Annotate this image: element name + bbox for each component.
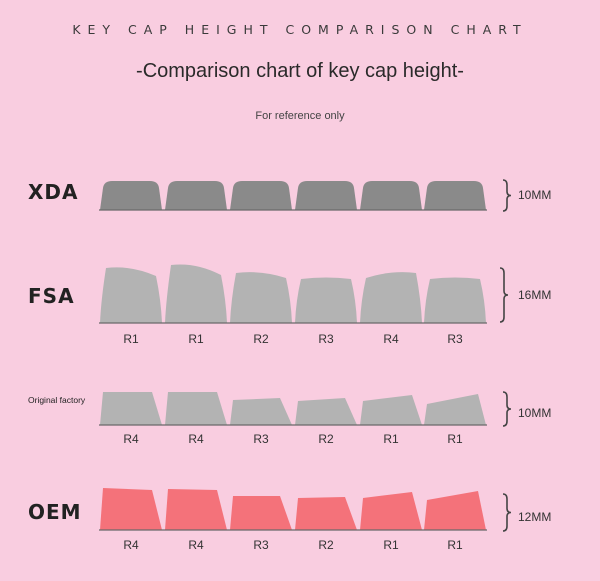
- row-label-r1: R1: [383, 432, 399, 446]
- keycap-original-factory: [165, 392, 227, 425]
- height-label-fsa: 16MM: [518, 288, 552, 302]
- keycap-oem: [165, 489, 227, 530]
- row-label-r1: R1: [383, 538, 399, 552]
- row-label-r1: R1: [188, 332, 204, 346]
- height-brace-original-factory: [502, 391, 512, 427]
- keycap-xda: [295, 181, 357, 210]
- row-label-r1: R1: [123, 332, 139, 346]
- row-label-r3: R3: [318, 332, 334, 346]
- keycap-oem: [295, 497, 357, 530]
- row-label-r4: R4: [383, 332, 399, 346]
- keycap-oem: [100, 488, 162, 530]
- keycap-original-factory: [295, 398, 357, 425]
- row-label-r2: R2: [253, 332, 269, 346]
- banner-title: KEY CAP HEIGHT COMPARISON CHART: [72, 22, 528, 37]
- keycap-xda: [360, 181, 422, 210]
- keycap-original-factory: [100, 392, 162, 425]
- row-label-r4: R4: [188, 538, 204, 552]
- keycap-xda: [100, 181, 162, 210]
- keycap-fsa: [360, 272, 422, 323]
- height-brace-fsa: [499, 267, 509, 323]
- row-label-r1: R1: [447, 432, 463, 446]
- keycap-fsa: [100, 267, 162, 323]
- row-label-r2: R2: [318, 432, 334, 446]
- height-label-xda: 10MM: [518, 188, 552, 202]
- row-label-r3: R3: [447, 332, 463, 346]
- keycap-fsa: [295, 277, 357, 323]
- keycap-oem: [360, 492, 422, 530]
- row-label-r4: R4: [123, 432, 139, 446]
- height-label-original-factory: 10MM: [518, 406, 552, 420]
- profile-label-fsa: FSA: [28, 284, 75, 308]
- profile-label-original-factory: Original factory: [28, 395, 86, 405]
- row-label-r1: R1: [447, 538, 463, 552]
- height-brace-oem: [502, 493, 512, 532]
- row-label-r3: R3: [253, 538, 269, 552]
- keycap-xda: [230, 181, 292, 210]
- keycap-xda: [165, 181, 227, 210]
- keycap-original-factory: [360, 395, 422, 425]
- profile-label-oem: OEM: [28, 500, 82, 524]
- row-label-r4: R4: [188, 432, 204, 446]
- reference-note: For reference only: [255, 110, 345, 122]
- page-title: -Comparison chart of key cap height-: [136, 60, 464, 82]
- row-label-r3: R3: [253, 432, 269, 446]
- keycap-xda: [424, 181, 486, 210]
- keycap-original-factory: [424, 394, 486, 425]
- row-label-r4: R4: [123, 538, 139, 552]
- height-label-oem: 12MM: [518, 510, 552, 524]
- profile-label-xda: XDA: [28, 180, 79, 204]
- keycap-oem: [230, 496, 292, 530]
- height-brace-xda: [502, 179, 512, 212]
- keycap-fsa: [424, 277, 486, 323]
- row-label-r2: R2: [318, 538, 334, 552]
- keycap-oem: [424, 491, 486, 530]
- keycap-fsa: [230, 272, 292, 323]
- keycap-fsa: [165, 264, 227, 323]
- keycap-original-factory: [230, 398, 292, 425]
